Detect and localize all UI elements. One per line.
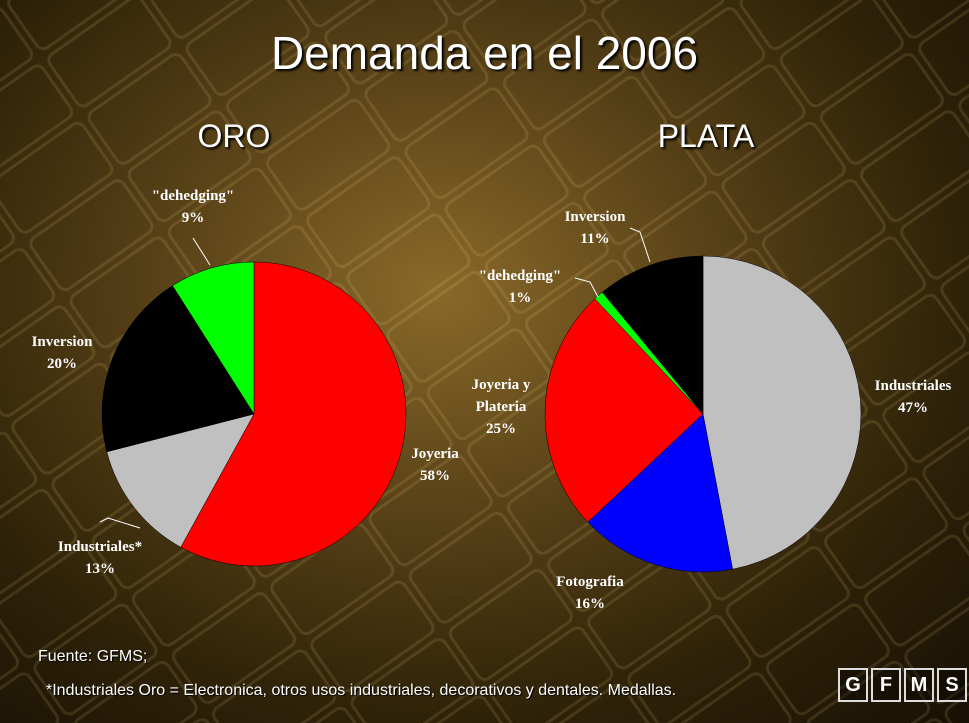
slice-value: 20% bbox=[17, 353, 107, 375]
footnote: *Industriales Oro = Electronica, otros u… bbox=[46, 682, 676, 700]
slice-label: "dehedging"9% bbox=[138, 185, 248, 229]
chart-title: ORO bbox=[198, 118, 271, 155]
slice-value: 58% bbox=[390, 465, 480, 487]
slice-value: 11% bbox=[550, 228, 640, 250]
pie-slice bbox=[703, 256, 861, 569]
logo-letter: G bbox=[838, 668, 868, 702]
slice-value: 1% bbox=[465, 287, 575, 309]
slice-name: Industriales* bbox=[40, 536, 160, 558]
logo-letter: M bbox=[904, 668, 934, 702]
logo-letter: F bbox=[871, 668, 901, 702]
leader-line bbox=[193, 238, 210, 265]
slide: Demanda en el 2006 Fuente: GFMS; *Indust… bbox=[0, 0, 969, 723]
pie-charts bbox=[0, 0, 969, 723]
slice-name: Inversion bbox=[550, 206, 640, 228]
slice-value: 25% bbox=[461, 418, 541, 440]
slide-title: Demanda en el 2006 bbox=[0, 26, 969, 80]
slice-label: Industriales*13% bbox=[40, 536, 160, 580]
slice-value: 47% bbox=[858, 397, 968, 419]
slice-value: 9% bbox=[138, 207, 248, 229]
leader-line bbox=[100, 518, 140, 528]
slice-name: Inversion bbox=[17, 331, 107, 353]
logo-letter: S bbox=[937, 668, 967, 702]
source: Fuente: GFMS; bbox=[38, 648, 147, 666]
chart-title: PLATA bbox=[658, 118, 755, 155]
slice-name: Joyeria y Plateria bbox=[461, 374, 541, 418]
slice-value: 16% bbox=[540, 593, 640, 615]
slice-name: Industriales bbox=[858, 375, 968, 397]
slice-name: Fotografia bbox=[540, 571, 640, 593]
slice-name: "dehedging" bbox=[465, 265, 575, 287]
slice-label: "dehedging"1% bbox=[465, 265, 575, 309]
slice-name: Joyeria bbox=[390, 443, 480, 465]
leader-line bbox=[575, 278, 598, 297]
slice-name: "dehedging" bbox=[138, 185, 248, 207]
slice-value: 13% bbox=[40, 558, 160, 580]
